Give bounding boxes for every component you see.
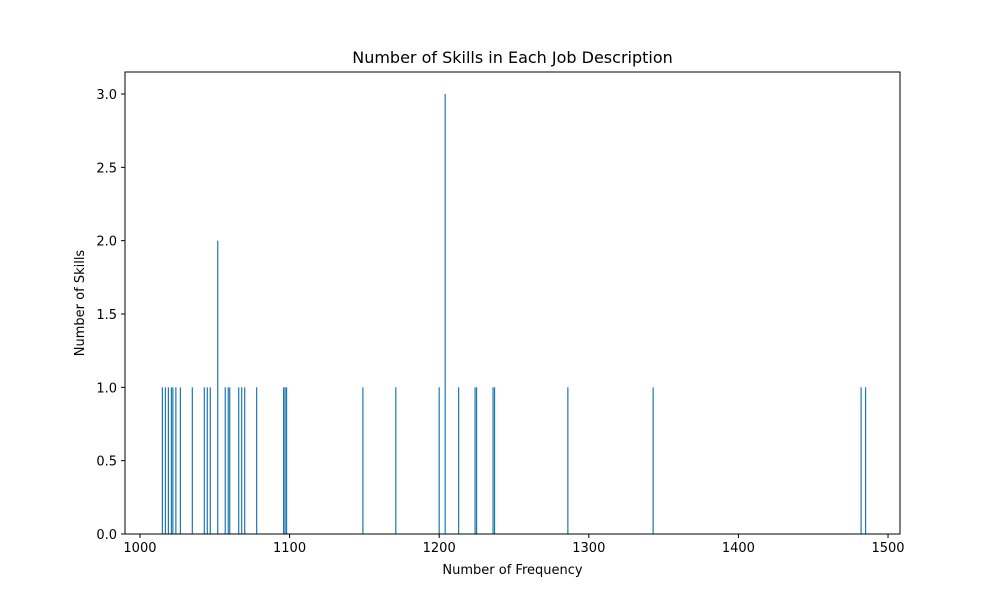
bar	[241, 387, 243, 534]
y-tick-label: 2.5	[96, 161, 117, 176]
bar	[224, 387, 226, 534]
bar	[191, 387, 193, 534]
bar	[164, 387, 166, 534]
y-axis-label: Number of Skills	[73, 250, 88, 357]
bar	[282, 387, 285, 534]
bar	[284, 387, 286, 534]
plot-frame	[124, 71, 901, 535]
y-tick-label: 0.0	[96, 528, 117, 543]
bar	[860, 387, 862, 534]
bar	[179, 387, 181, 534]
y-tick-label: 3.0	[96, 88, 117, 103]
bar	[203, 387, 205, 534]
y-tick-label: 0.5	[96, 455, 117, 470]
bars-group	[161, 94, 867, 534]
bar	[285, 387, 288, 534]
bar	[475, 387, 478, 534]
bar	[567, 387, 569, 534]
bar	[217, 240, 219, 534]
bar	[652, 387, 654, 534]
x-tick-label: 1200	[423, 541, 456, 556]
bar	[474, 387, 476, 534]
x-axis-ticks: 1000 1100 1200 1300 1400 1500	[123, 534, 905, 556]
chart-title: Number of Skills in Each Job Description	[352, 48, 673, 67]
bar	[209, 387, 211, 534]
bar	[256, 387, 258, 534]
y-tick-label: 1.0	[96, 381, 117, 396]
bar	[167, 387, 169, 534]
y-tick-label: 1.5	[96, 308, 117, 323]
x-tick-label: 1100	[273, 541, 306, 556]
x-tick-label: 1400	[722, 541, 755, 556]
bar	[170, 387, 172, 534]
bar	[244, 387, 246, 534]
bar	[172, 387, 174, 534]
bar	[175, 387, 177, 534]
x-tick-label: 1000	[123, 541, 156, 556]
bar	[492, 387, 494, 534]
bar	[395, 387, 397, 534]
bar	[161, 387, 164, 534]
x-tick-label: 1300	[572, 541, 605, 556]
x-axis-label: Number of Frequency	[442, 563, 582, 578]
bar	[362, 387, 364, 534]
bar	[458, 387, 460, 534]
bar	[229, 387, 231, 534]
bar	[438, 387, 440, 534]
bar	[864, 387, 867, 534]
bar	[493, 387, 496, 534]
bar	[444, 94, 446, 534]
y-axis-ticks: 0.0 0.5 1.0 1.5 2.0 2.5 3.0	[96, 88, 125, 543]
bar	[238, 387, 240, 534]
bar	[206, 387, 208, 534]
x-tick-label: 1500	[871, 541, 904, 556]
y-tick-label: 2.0	[96, 235, 117, 250]
bar	[227, 387, 229, 534]
